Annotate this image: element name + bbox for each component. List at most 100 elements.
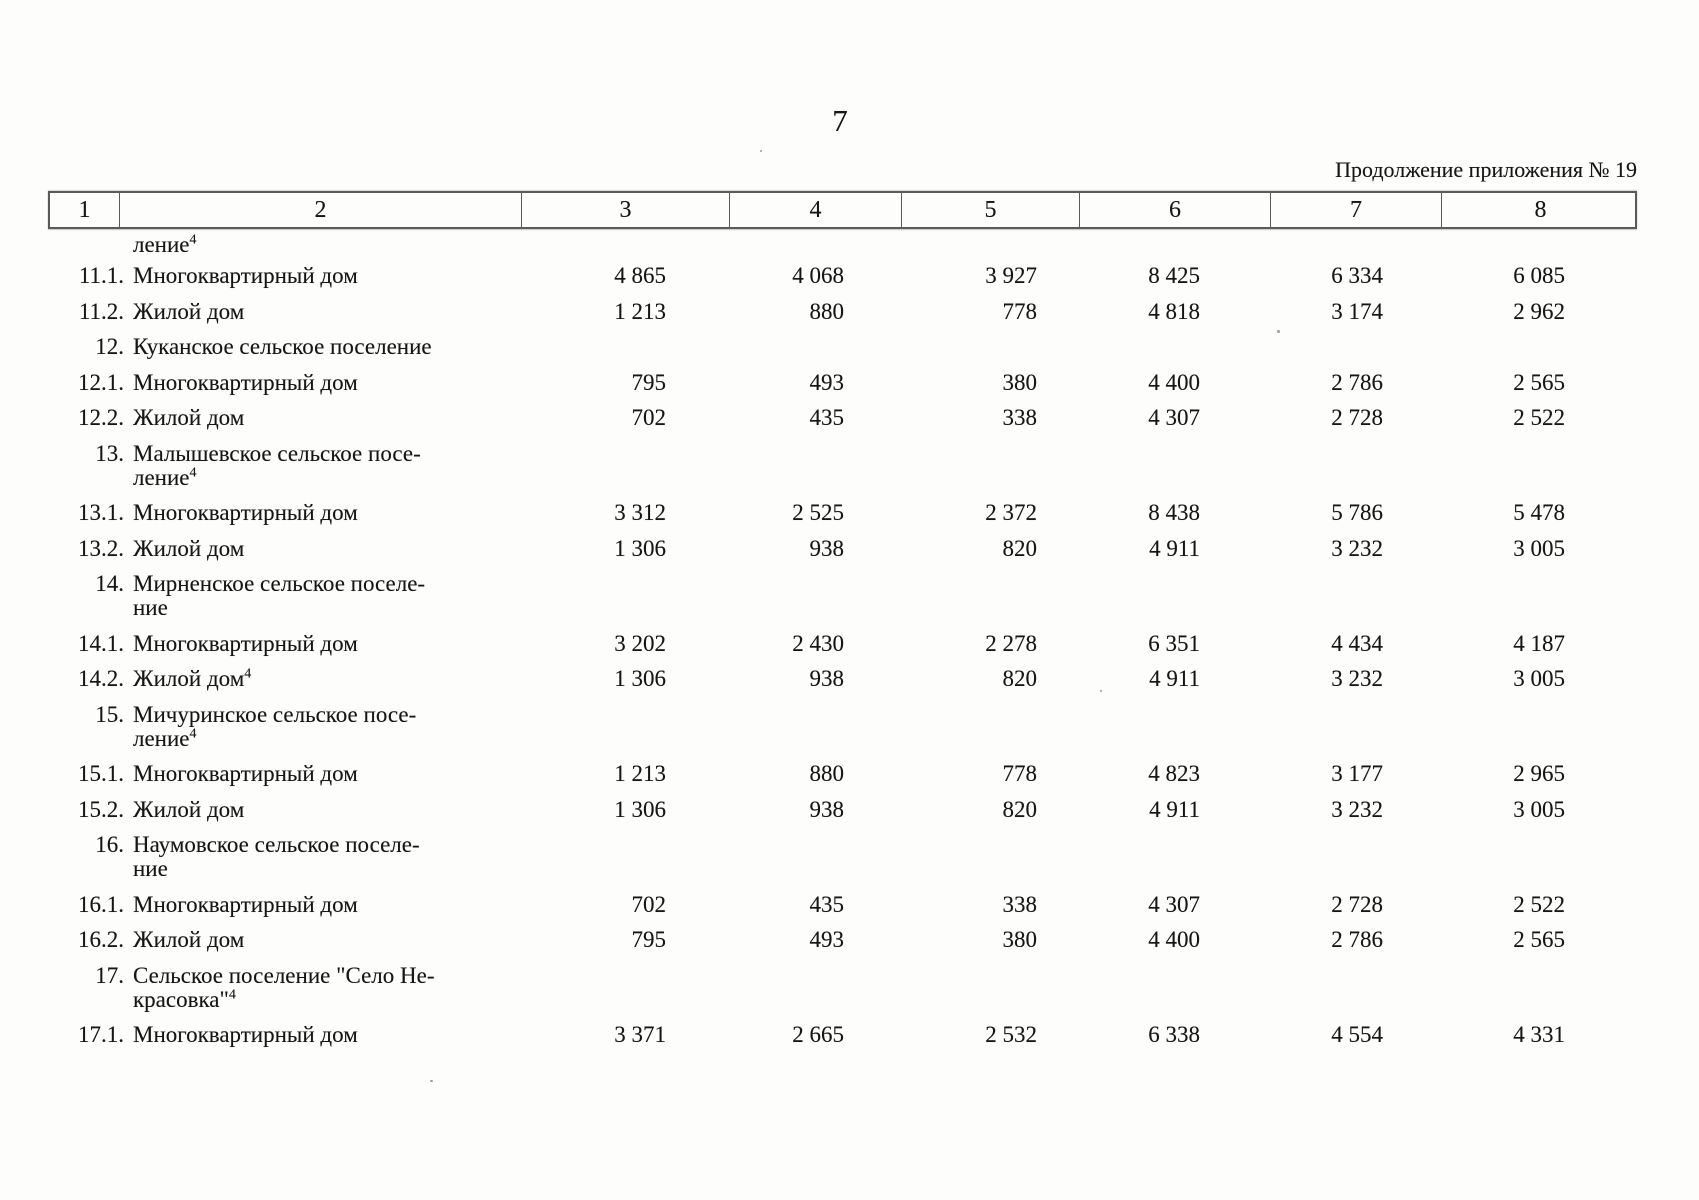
value-cell: 3 232 [1331, 666, 1383, 691]
value-cell [1440, 960, 1637, 964]
row-number: 15. [95, 701, 124, 727]
value-cell: 338 [1002, 891, 1038, 917]
value-cell [1269, 438, 1440, 442]
row-number: 12. [95, 334, 124, 359]
value-cell [1269, 568, 1440, 572]
value-cell: 4 068 [792, 263, 844, 288]
value-cell: 3 232 [1331, 796, 1383, 822]
value-cell: 2 522 [1513, 405, 1565, 430]
value-cell [1440, 568, 1637, 572]
table-row: 16.2. Жилой дом 795 493 380 4 400 2 786 2 565 [48, 924, 1637, 960]
row-number: 13. [95, 440, 124, 466]
value-cell [520, 331, 728, 335]
scan-speckle [1100, 690, 1102, 692]
value-cell [728, 960, 900, 964]
row-label-line2: ние [133, 596, 520, 620]
value-cell: 3 005 [1513, 796, 1565, 822]
value-cell: 2 532 [985, 1022, 1037, 1047]
value-cell [900, 829, 1078, 833]
row-label-line1: Многоквартирный дом [133, 630, 358, 656]
row-label-line2-text: красовка" [133, 986, 229, 1012]
column-header-7: 7 [1271, 193, 1442, 227]
row-label-line1: Многоквартирный дом [133, 369, 358, 395]
table-row: 13.2. Жилой дом 1 306 938 820 4 911 3 232 3 005 [48, 533, 1637, 569]
value-cell: 1 213 [614, 761, 666, 786]
row-label-line1: Многоквартирный дом [133, 500, 358, 525]
value-cell: 3 177 [1331, 761, 1383, 786]
footnote-marker: 4 [228, 986, 236, 1002]
table-header-row: 1 2 3 4 5 6 7 8 [48, 191, 1637, 229]
value-cell [520, 229, 728, 233]
value-cell: 435 [809, 891, 845, 917]
row-label-line1: Жилой дом [133, 405, 245, 430]
value-cell: 4 865 [614, 263, 666, 288]
value-cell: 380 [1002, 927, 1038, 952]
row-number: 16.2. [78, 927, 124, 952]
row-number: 15.2. [78, 796, 124, 822]
table-row: 17.1. Многоквартирный дом 3 371 2 665 2 532 6… [48, 1019, 1637, 1055]
row-label-line2: ление4 [133, 465, 520, 490]
value-cell: 6 351 [1148, 630, 1200, 656]
scan-speckle [430, 1080, 433, 1082]
value-cell [728, 331, 900, 335]
footnote-marker: 4 [189, 725, 197, 741]
value-cell [900, 568, 1078, 572]
value-cell: 820 [1002, 666, 1038, 691]
row-number: 14.2. [78, 666, 124, 691]
footnote-marker: 4 [189, 232, 197, 248]
value-cell [1078, 829, 1269, 833]
value-cell: 493 [809, 369, 845, 395]
row-number: 12.1. [78, 369, 124, 395]
value-cell: 6 334 [1331, 263, 1383, 288]
row-label-line1: Мирненское сельское поселе- [133, 571, 426, 596]
section-row: 13. Малышевское сельское посе-ление4 [48, 438, 1637, 498]
row-label-line1: Жилой дом [133, 796, 245, 822]
value-cell [900, 438, 1078, 442]
row-label-line2: ление4 [133, 725, 520, 751]
value-cell: 3 005 [1513, 535, 1565, 561]
row-label: Многоквартирный дом [124, 889, 520, 917]
value-cell [1269, 229, 1440, 233]
value-cell [1078, 331, 1269, 335]
value-cell: 1 213 [614, 298, 666, 324]
value-cell [520, 960, 728, 964]
value-cell [520, 829, 728, 833]
value-cell: 435 [809, 405, 845, 430]
value-cell: 880 [809, 761, 845, 786]
value-cell: 4 307 [1148, 405, 1200, 430]
row-label: ление4 [124, 229, 520, 257]
value-cell: 820 [1002, 796, 1038, 822]
table-row: 12.1. Многоквартирный дом 795 493 380 4 400 2 … [48, 367, 1637, 403]
value-cell: 380 [1002, 369, 1038, 395]
value-cell: 4 911 [1149, 796, 1200, 822]
value-cell: 4 554 [1331, 1022, 1383, 1047]
row-label-line1: Сельское поселение "Село Не- [133, 962, 435, 988]
row-number: 11.2. [78, 298, 124, 324]
page-number: 7 [832, 103, 848, 138]
row-label-line1: Куканское сельское поселение [133, 334, 432, 359]
value-cell: 338 [1002, 405, 1038, 430]
row-label-line1: Наумовское сельское поселе- [133, 832, 420, 857]
row-label: Куканское сельское поселение [124, 331, 520, 359]
value-cell: 2 786 [1331, 927, 1383, 952]
row-label-line2-text: ние [133, 856, 168, 881]
value-cell: 4 818 [1148, 298, 1200, 324]
value-cell: 3 371 [614, 1022, 666, 1047]
value-cell [728, 568, 900, 572]
row-label-line2: красовка"4 [133, 986, 520, 1012]
section-row: ление4 [48, 229, 1637, 260]
value-cell: 2 430 [792, 630, 844, 656]
value-cell: 938 [809, 535, 845, 561]
row-label: Многоквартирный дом [124, 628, 520, 656]
table-row: 16.1. Многоквартирный дом 702 435 338 4 307 2 … [48, 889, 1637, 925]
scan-speckle [760, 150, 762, 152]
value-cell [1078, 229, 1269, 233]
value-cell [1440, 229, 1637, 233]
table-row: 15.2. Жилой дом 1 306 938 820 4 911 3 232 3 005 [48, 794, 1637, 830]
value-cell [1440, 829, 1637, 833]
row-label: Жилой дом [124, 794, 520, 822]
row-label-line1: Жилой дом [133, 927, 245, 952]
column-header-6: 6 [1080, 193, 1271, 227]
row-number: 15.1. [78, 761, 124, 786]
value-cell: 2 565 [1513, 927, 1565, 952]
